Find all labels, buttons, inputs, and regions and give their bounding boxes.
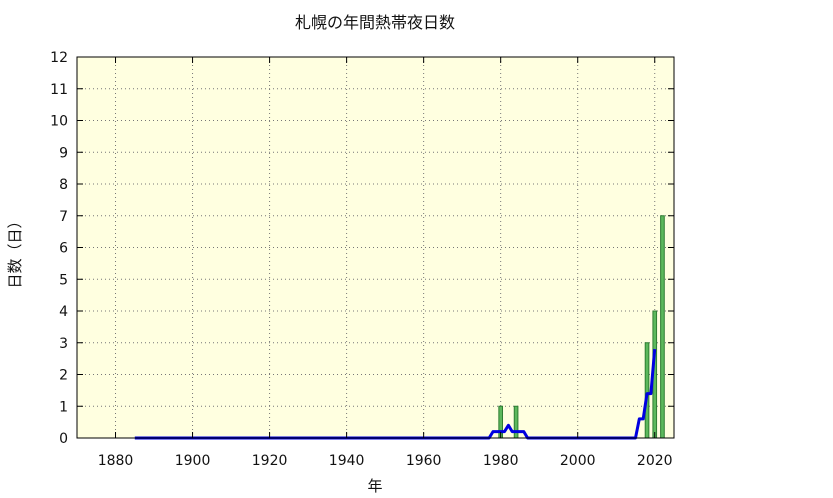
y-tick-label: 6 — [59, 241, 68, 257]
y-tick-label: 4 — [59, 304, 68, 320]
y-tick-label: 7 — [59, 209, 68, 225]
y-tick-label: 10 — [50, 114, 68, 130]
plot-area — [77, 57, 674, 438]
x-tick-label: 2020 — [637, 453, 673, 469]
y-axis-title: 日数（日） — [6, 213, 24, 288]
y-tick-label: 8 — [59, 177, 68, 193]
bar-2022 — [660, 215, 665, 439]
y-tick-label: 2 — [59, 368, 68, 384]
y-tick-label: 12 — [50, 50, 68, 66]
x-tick-label: 1940 — [329, 453, 365, 469]
x-tick-label: 1880 — [98, 453, 134, 469]
y-tick-label: 9 — [59, 145, 68, 161]
x-tick-label: 1980 — [483, 453, 519, 469]
axis-ticks — [77, 56, 674, 439]
y-tick-label: 0 — [59, 431, 68, 447]
y-tick-label: 3 — [59, 336, 68, 352]
bar-1984 — [513, 405, 519, 439]
y-tick-label: 1 — [59, 399, 68, 415]
x-tick-label: 1960 — [406, 453, 442, 469]
moving-average-line — [134, 348, 657, 440]
line-series — [134, 348, 657, 440]
y-tick-label: 11 — [50, 82, 68, 98]
x-axis-title: 年 — [367, 477, 382, 495]
x-tick-label: 1920 — [252, 453, 288, 469]
x-tick-label: 2000 — [560, 453, 596, 469]
chart-title: 札幌の年間熱帯夜日数 — [295, 13, 455, 32]
x-tick-label: 1900 — [175, 453, 211, 469]
y-tick-label: 5 — [59, 272, 68, 288]
bar-2018 — [644, 342, 650, 439]
